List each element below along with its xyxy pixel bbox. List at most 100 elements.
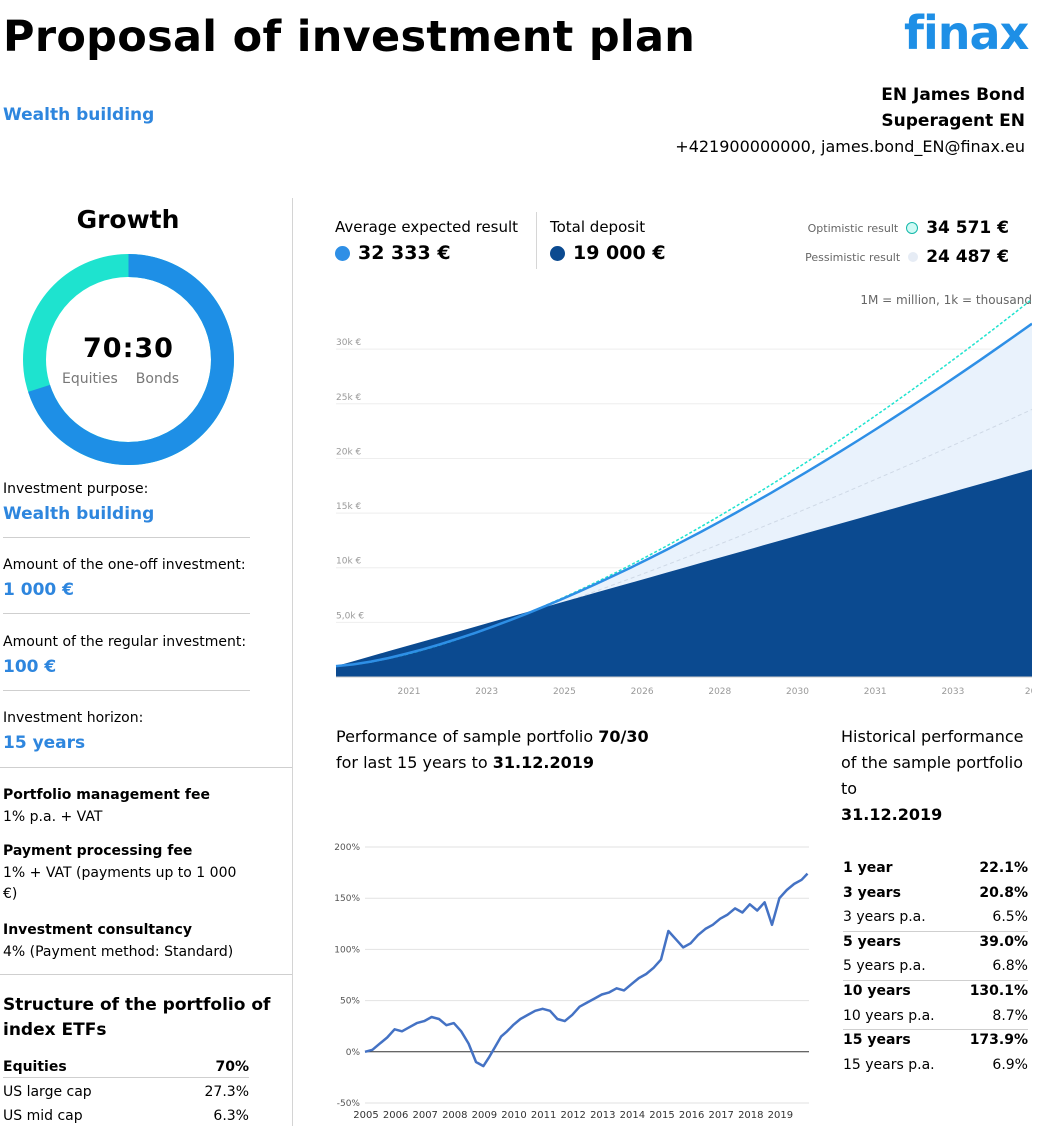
pessimistic-label: Pessimistic result <box>805 250 901 264</box>
performance-ratio: 70/30 <box>598 727 649 746</box>
historical-title: Historical performance of the sample por… <box>841 724 1031 828</box>
x-tick-label: 2015 <box>649 1110 674 1121</box>
x-tick-label: 2013 <box>590 1110 615 1121</box>
fee-text: 1% p.a. + VAT <box>3 809 103 825</box>
optimistic-dot <box>906 222 919 234</box>
structure-row-equities: Equities 70% <box>3 1059 249 1075</box>
pessimistic-dot <box>908 252 919 262</box>
x-tick-label: 2006 <box>383 1110 408 1121</box>
structure-name: Equities <box>3 1059 67 1075</box>
x-tick-label: 2031 <box>864 687 887 697</box>
historical-period: 10 years <box>843 983 911 999</box>
agent-name: EN James Bond <box>881 85 1025 105</box>
historical-period: 10 years p.a. <box>843 1007 935 1024</box>
optimistic-label: Optimistic result <box>807 221 899 235</box>
x-tick-label: 2018 <box>738 1110 763 1121</box>
y-tick-label: 15k € <box>336 502 362 512</box>
pessimistic-result: Pessimistic result 24 487 € <box>805 247 1009 267</box>
allocation-ratio: 70:30 <box>83 333 174 364</box>
x-tick-label: 2017 <box>708 1110 733 1121</box>
y-tick-label: 20k € <box>336 447 362 457</box>
x-tick-label: 2030 <box>786 687 809 697</box>
historical-row: 15 years 173.9% <box>843 1032 1028 1048</box>
x-tick-label: 2033 <box>941 687 964 697</box>
historical-period: 1 year <box>843 860 893 876</box>
x-tick-label: 2019 <box>768 1110 793 1121</box>
param-value: 1 000 € <box>3 580 74 600</box>
portfolio-performance-line <box>364 872 809 1068</box>
performance-date: 31.12.2019 <box>492 753 594 772</box>
historical-row: 3 years 20.8% <box>843 885 1028 901</box>
divider <box>3 537 250 538</box>
x-tick-label: 2023 <box>475 687 498 697</box>
x-tick-label: 2014 <box>620 1110 645 1121</box>
historical-row: 5 years 39.0% <box>843 934 1028 950</box>
historical-return: 6.5% <box>992 909 1028 926</box>
historical-period: 15 years <box>843 1032 911 1049</box>
x-tick-label: 20 <box>1025 687 1032 697</box>
param-label: Investment purpose: <box>3 481 149 497</box>
y-tick-label: 30k € <box>336 338 362 348</box>
total-deposit-value: 19 000 € <box>550 242 666 264</box>
x-tick-label: 2011 <box>531 1110 556 1121</box>
performance-title-prefix: Performance of sample portfolio <box>336 727 599 746</box>
fee-payment-processing: Payment processing fee 1% + VAT (payment… <box>3 843 248 905</box>
historical-row: 10 years 130.1% <box>843 983 1028 999</box>
historical-return: 22.1% <box>979 860 1028 876</box>
param-value: 15 years <box>3 733 86 753</box>
bonds-label: Bonds <box>135 371 180 387</box>
performance-title: Performance of sample portfolio 70/30 fo… <box>336 724 806 776</box>
divider <box>843 930 1028 932</box>
x-tick-label: 2016 <box>679 1110 704 1121</box>
structure-value: 70% <box>215 1059 249 1075</box>
pessimistic-value: 24 487 € <box>926 247 1009 267</box>
param-value: 100 € <box>3 657 57 677</box>
y-tick-label: 50% <box>340 997 360 1007</box>
historical-title-text: Historical performance of the sample por… <box>841 727 1024 798</box>
y-tick-label: -50% <box>337 1099 361 1109</box>
x-tick-label: 2021 <box>398 687 421 697</box>
avg-result-dot <box>335 245 350 261</box>
optimistic-value: 34 571 € <box>926 218 1009 238</box>
divider <box>0 767 292 768</box>
historical-return: 173.9% <box>969 1032 1028 1049</box>
x-tick-label: 2009 <box>472 1110 497 1121</box>
plan-subtitle: Wealth building <box>3 105 155 125</box>
param-label: Amount of the regular investment: <box>3 634 247 650</box>
historical-period: 3 years <box>843 884 901 901</box>
total-deposit-amount: 19 000 € <box>573 242 666 264</box>
units-note: 1M = million, 1k = thousand <box>860 293 1032 307</box>
growth-title: Growth <box>76 205 180 234</box>
x-tick-label: 2028 <box>708 687 731 697</box>
historical-return: 20.8% <box>979 884 1028 901</box>
structure-title: Structure of the portfolio of index ETFs <box>3 995 271 1040</box>
total-deposit-label: Total deposit <box>550 218 646 236</box>
total-deposit-dot <box>550 245 565 261</box>
donut-equities-segment <box>23 254 234 465</box>
historical-return: 6.8% <box>992 958 1028 975</box>
y-tick-label: 100% <box>334 945 360 955</box>
total-deposit-area <box>336 469 1032 677</box>
structure-value: 6.3% <box>213 1108 249 1124</box>
x-tick-label: 2026 <box>631 687 654 697</box>
param-label: Investment horizon: <box>3 710 144 726</box>
y-tick-label: 10k € <box>336 557 362 567</box>
historical-period: 15 years p.a. <box>843 1056 935 1073</box>
fee-title: Payment processing fee <box>3 843 193 859</box>
x-tick-label: 2010 <box>501 1110 526 1121</box>
param-regular: Amount of the regular investment: 100 € <box>3 634 250 677</box>
fee-title: Investment consultancy <box>3 922 192 938</box>
param-label: Amount of the one-off investment: <box>3 557 246 573</box>
historical-row: 10 years p.a. 8.7% <box>843 1008 1028 1024</box>
column-divider <box>292 198 293 1126</box>
structure-name: US large cap <box>3 1084 92 1100</box>
historical-date: 31.12.2019 <box>841 805 943 824</box>
divider <box>843 1029 1028 1031</box>
historical-period: 3 years p.a. <box>843 909 926 926</box>
divider <box>3 1077 249 1078</box>
agent-contact: +421900000000, james.bond_EN@finax.eu <box>675 137 1025 156</box>
historical-return: 130.1% <box>969 983 1028 999</box>
structure-name: US mid cap <box>3 1108 83 1124</box>
param-value: Wealth building <box>3 504 155 524</box>
avg-result-amount: 32 333 € <box>358 242 451 264</box>
